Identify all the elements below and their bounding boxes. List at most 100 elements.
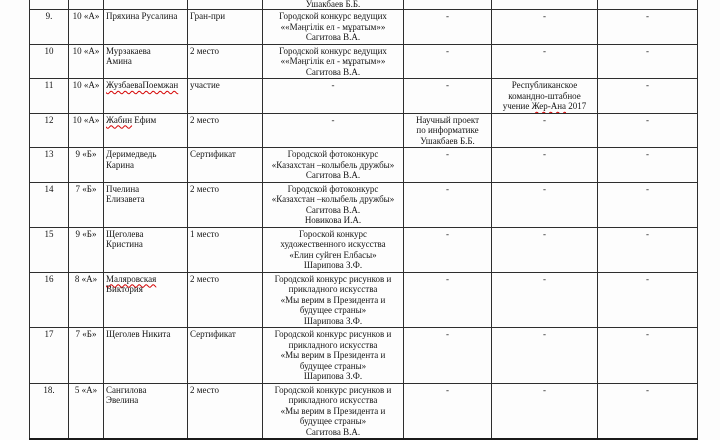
text-segment: учение — [502, 101, 532, 111]
cell-republican-event: - — [491, 226, 598, 273]
cell-competition: Городской конкурс рисунков и прикладного … — [262, 382, 404, 440]
cell-republican-event: - — [491, 327, 598, 384]
cell-science-project: - — [403, 9, 492, 45]
table-row: 11 10 «А» ЖузбаеваПоемжан участие - - Республи… — [29, 78, 698, 114]
table-row: 16 8 «А» Маляровская Виктория 2 место Городск… — [29, 271, 698, 328]
table-row: 9. 10 «А» Пряхина Русалина Гран-при Городско… — [29, 9, 698, 45]
cell-student-name: Пчелина Елизавета — [103, 181, 188, 228]
cell-other: - — [597, 147, 698, 183]
cell-award: 2 место — [187, 112, 263, 148]
cell-student-name: Пряхина Русалина — [103, 9, 188, 45]
cell-science-project: - — [403, 226, 492, 273]
misspelled-word: Маляровская — [106, 273, 157, 284]
cell-student-name: Мурзакаева Амина — [103, 43, 188, 79]
cell-other: - — [597, 78, 698, 114]
cell-other: - — [597, 327, 698, 384]
cell-class: 10 «А» — [68, 112, 104, 148]
misspelled-word: Жер-Ана — [531, 101, 567, 111]
cell-competition: Гороской конкурс художественного искусств… — [262, 226, 404, 273]
cell-competition: Ушакбаев Б.Б. — [262, 0, 404, 10]
cell-class: 10 «А» — [68, 43, 104, 79]
cell-class: 5 «А» — [68, 382, 104, 440]
cell-republican-event: Республиканское командно-штабное учение Же… — [491, 78, 598, 114]
cell-science-project: - — [403, 147, 492, 183]
cell-science-project: - — [403, 382, 492, 440]
cell-student-name: Щеголева Кристина — [103, 226, 188, 273]
cell-science-project — [403, 0, 492, 10]
cell-class: 8 «А» — [68, 271, 104, 328]
cell-number: 18. — [29, 382, 69, 440]
cell-competition: Городской конкурс рисунков и прикладного … — [262, 271, 404, 328]
cell-other: - — [597, 112, 698, 148]
cell-award: 2 место — [187, 382, 263, 440]
cell-number: 10 — [29, 43, 69, 79]
cell-science-project: Научный проект по информатике Ушакбаев Б.Б… — [403, 112, 492, 148]
cell-class: 9 «Б» — [68, 147, 104, 183]
cell-class: 9 «Б» — [68, 226, 104, 273]
cell-science-project: - — [403, 43, 492, 79]
cell-republican-event: - — [491, 382, 598, 440]
cell-award: 2 место — [187, 271, 263, 328]
table-row: 18. 5 «А» Сангилова Эвелина 2 место Городской… — [29, 382, 698, 440]
cell-award: 2 место — [187, 181, 263, 228]
cell-student-name: Деримедведь Карина — [103, 147, 188, 183]
cell-other: - — [597, 271, 698, 328]
cell-class: 7 «Б» — [68, 181, 104, 228]
cell-science-project: - — [403, 271, 492, 328]
awards-table: Ушакбаев Б.Б. 9. 10 «А» Пряхина Русалина Гра… — [29, 0, 698, 440]
cell-competition: Городской конкурс ведущих ««Мәңгілік ел -… — [262, 43, 404, 79]
cell-number: 16 — [29, 271, 69, 328]
table-row-partial: Ушакбаев Б.Б. — [29, 0, 698, 10]
cell-republican-event: - — [491, 9, 598, 45]
cell-number: 14 — [29, 181, 69, 228]
cell-class: 7 «Б» — [68, 327, 104, 384]
cell-other: - — [597, 43, 698, 79]
cell-science-project: - — [403, 78, 492, 114]
cell-number: 13 — [29, 147, 69, 183]
cell-student-name: Жабин Ефим — [103, 112, 188, 148]
cell-number: 9. — [29, 9, 69, 45]
cell-republican-event: - — [491, 147, 598, 183]
cell-student-name: Сангилова Эвелина — [103, 382, 188, 440]
cell-number: 17 — [29, 327, 69, 384]
cell-number — [29, 0, 69, 10]
cell-student-name: ЖузбаеваПоемжан — [103, 78, 188, 114]
table-row: 12 10 «А» Жабин Ефим 2 место - Научный проект… — [29, 112, 698, 148]
cell-class: 10 «А» — [68, 9, 104, 45]
cell-competition: Городской фотоконкурс «Казахстан –колыбел… — [262, 181, 404, 228]
table-row: 13 9 «Б» Деримедведь Карина Сертификат Городс… — [29, 147, 698, 183]
cell-republican-event: - — [491, 43, 598, 79]
cell-award: Сертификат — [187, 147, 263, 183]
cell-republican-event: - — [491, 181, 598, 228]
table-row: 17 7 «Б» Щеголев Никита Сертификат Городской… — [29, 327, 698, 384]
cell-award: Гран-при — [187, 9, 263, 45]
cell-award: 1 место — [187, 226, 263, 273]
cell-competition: - — [262, 112, 404, 148]
cell-competition: Городской фотоконкурс «Казахстан –колыбел… — [262, 147, 404, 183]
cell-award: участие — [187, 78, 263, 114]
cell-other: - — [597, 9, 698, 45]
cell-other: - — [597, 226, 698, 273]
cell-other: - — [597, 181, 698, 228]
cell-other — [597, 0, 698, 10]
cell-class — [68, 0, 104, 10]
cell-science-project: - — [403, 181, 492, 228]
document-page: Ушакбаев Б.Б. 9. 10 «А» Пряхина Русалина Гра… — [29, 0, 698, 440]
cell-student-name — [103, 0, 188, 10]
cell-republican-event — [491, 0, 598, 10]
cell-student-name: Маляровская Виктория — [103, 271, 188, 328]
misspelled-word: Жабин — [106, 114, 133, 125]
cell-competition: Городской конкурс рисунков и прикладного … — [262, 327, 404, 384]
cell-number: 15 — [29, 226, 69, 273]
table-row: 10 10 «А» Мурзакаева Амина 2 место Городской … — [29, 43, 698, 79]
cell-number: 12 — [29, 112, 69, 148]
cell-republican-event: - — [491, 271, 598, 328]
table-row: 14 7 «Б» Пчелина Елизавета 2 место Городской … — [29, 181, 698, 228]
misspelled-word: ЖузбаеваПоемжан — [106, 80, 179, 90]
cell-other: - — [597, 382, 698, 440]
table-row: 15 9 «Б» Щеголева Кристина 1 место Гороской к… — [29, 226, 698, 273]
cell-award: Сертификат — [187, 327, 263, 384]
cell-award: 2 место — [187, 43, 263, 79]
cell-science-project: - — [403, 327, 492, 384]
cell-award — [187, 0, 263, 10]
